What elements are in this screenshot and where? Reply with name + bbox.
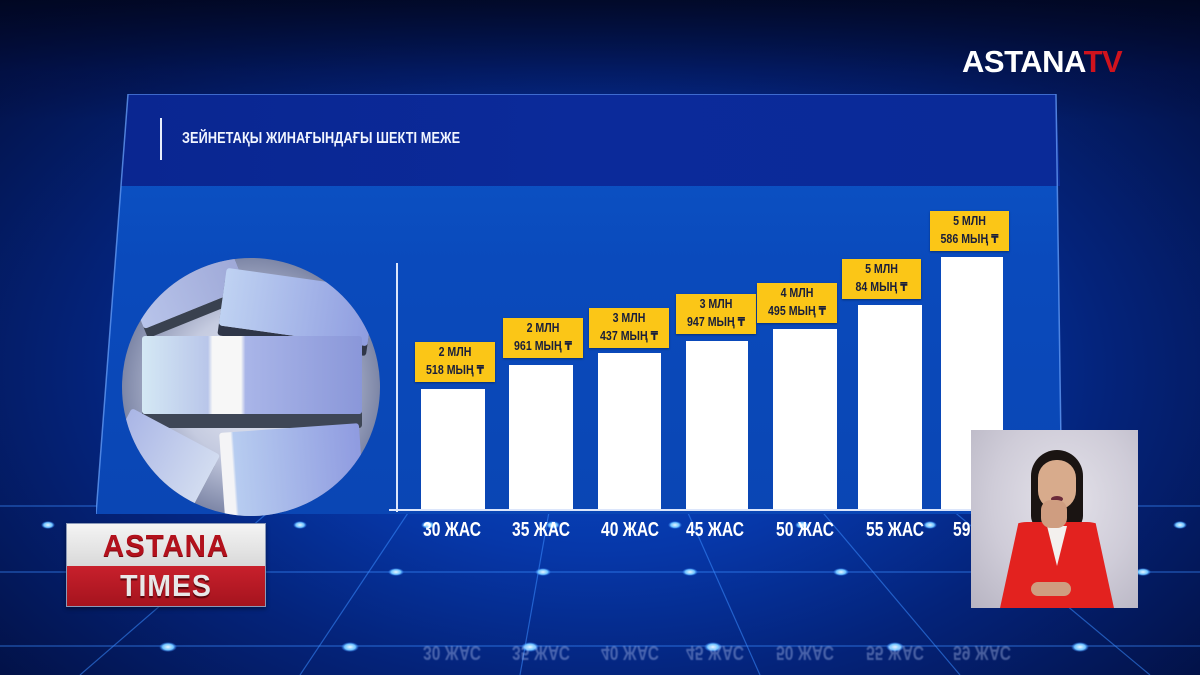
value-label-59: 5 МЛН 586 МЫҢ ₸: [930, 211, 1009, 251]
page-title: ЗЕЙНЕТАҚЫ ЖИНАҒЫНДАҒЫ ШЕКТІ МЕЖЕ: [182, 130, 461, 147]
x-label-reflection: 40 ЖАС: [601, 641, 659, 663]
x-label-reflection: 45 ЖАС: [686, 641, 744, 663]
value-label-line2: 518 МЫҢ ₸: [426, 363, 484, 377]
program-logo-bottom: [67, 566, 265, 606]
program-logo-line1: ASTANA: [102, 528, 230, 563]
x-label-55: 55 ЖАС: [866, 519, 924, 541]
chart-y-axis: [396, 263, 398, 512]
chart-x-axis: [389, 509, 1009, 511]
bar-30: [421, 389, 485, 509]
logo-main-text: ASTANA: [962, 44, 1084, 79]
x-label-reflection: 35 ЖАС: [512, 641, 570, 663]
value-label-line2: 437 МЫҢ ₸: [600, 329, 658, 343]
value-label-line1: 4 МЛН: [780, 286, 814, 300]
value-label-line1: 2 МЛН: [526, 321, 560, 335]
sign-language-interpreter-video: [971, 430, 1138, 608]
value-label-line2: 961 МЫҢ ₸: [514, 339, 572, 353]
value-label-line1: 3 МЛН: [612, 311, 646, 325]
x-label-35: 35 ЖАС: [512, 519, 570, 541]
x-label-50: 50 ЖАС: [776, 519, 834, 541]
banknote-bundle: [142, 336, 362, 414]
value-label-35: 2 МЛН 961 МЫҢ ₸: [503, 318, 583, 358]
x-label-reflection: 59 ЖАС: [953, 641, 1011, 663]
interpreter-hand: [1041, 500, 1067, 528]
value-label-50: 4 МЛН 495 МЫҢ ₸: [757, 283, 837, 323]
bar-40: [598, 353, 661, 509]
value-label-line1: 5 МЛН: [865, 262, 898, 276]
x-label-reflection: 55 ЖАС: [866, 641, 924, 663]
bar-35: [509, 365, 573, 509]
interpreter-lips: [1051, 496, 1063, 502]
x-label-45: 45 ЖАС: [686, 519, 744, 541]
value-label-line1: 2 МЛН: [438, 345, 472, 359]
interpreter-hand: [1031, 582, 1071, 596]
x-label-reflection: 50 ЖАС: [776, 641, 834, 663]
bar-50: [773, 329, 837, 509]
x-label-reflection: 30 ЖАС: [423, 641, 481, 663]
bar-45: [686, 341, 748, 509]
program-logo-top: [67, 524, 265, 566]
value-label-40: 3 МЛН 437 МЫҢ ₸: [589, 308, 669, 348]
value-label-line2: 586 МЫҢ ₸: [940, 232, 999, 246]
value-label-line2: 84 МЫҢ ₸: [855, 280, 908, 294]
value-label-30: 2 МЛН 518 МЫҢ ₸: [415, 342, 495, 382]
banknote-bundle: [219, 423, 365, 516]
value-label-line2: 495 МЫҢ ₸: [768, 304, 826, 318]
value-label-line2: 947 МЫҢ ₸: [687, 315, 745, 329]
channel-logo: ASTANATV: [962, 44, 1123, 80]
program-logo: ASTANA TIMES: [66, 523, 266, 607]
value-label-45: 3 МЛН 947 МЫҢ ₸: [676, 294, 756, 334]
header-accent-bar: [160, 118, 162, 160]
value-label-55: 5 МЛН 84 МЫҢ ₸: [842, 259, 921, 299]
money-bundles-image: [122, 258, 380, 516]
value-label-line1: 5 МЛН: [953, 214, 986, 228]
logo-accent-text: TV: [1083, 44, 1123, 79]
value-label-line1: 3 МЛН: [699, 297, 733, 311]
x-label-40: 40 ЖАС: [601, 519, 659, 541]
x-label-30: 30 ЖАС: [423, 519, 481, 541]
program-logo-line2: TIMES: [120, 568, 212, 603]
bar-55: [858, 305, 922, 509]
